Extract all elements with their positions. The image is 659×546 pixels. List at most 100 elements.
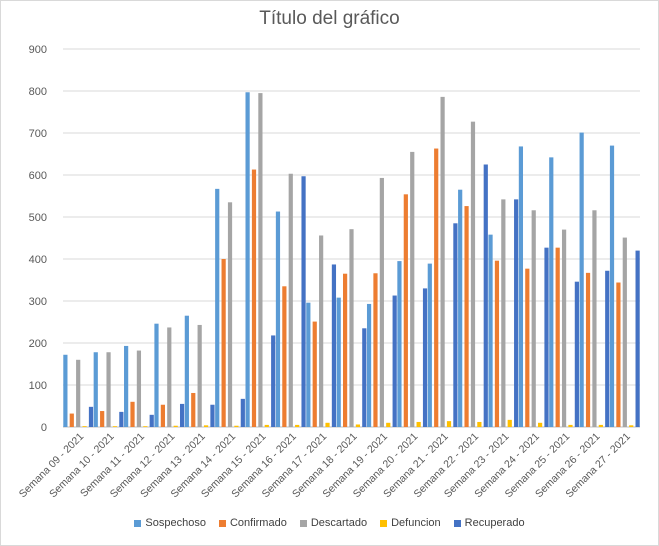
legend-swatch — [380, 519, 388, 527]
bar-confirmado — [403, 194, 408, 427]
bar-sospechoso — [609, 145, 615, 427]
bar-descartado — [501, 199, 506, 427]
bar-descartado — [319, 235, 324, 427]
bar-sospechoso — [93, 352, 98, 427]
bar-sospechoso — [397, 261, 402, 427]
bar-sospechoso — [518, 146, 524, 427]
bar-sospechoso — [154, 323, 159, 427]
bar-sospechoso — [366, 303, 372, 427]
bar-descartado — [106, 352, 111, 427]
bar-defuncion — [598, 424, 603, 427]
bar-descartado — [288, 173, 293, 427]
bar-defuncion — [446, 421, 452, 427]
bar-recuperado — [271, 335, 276, 427]
bar-descartado — [531, 210, 536, 427]
bar-confirmado — [373, 273, 378, 427]
legend-label: Descartado — [310, 517, 368, 529]
bar-defuncion — [112, 426, 118, 427]
bar-recuperado — [574, 281, 579, 427]
bar-recuperado — [301, 176, 306, 427]
bar-confirmado — [343, 273, 348, 427]
bar-defuncion — [234, 425, 239, 427]
bar-recuperado — [362, 328, 367, 427]
bar-recuperado — [453, 223, 458, 427]
bar-recuperado — [392, 295, 397, 427]
bar-descartado — [227, 202, 233, 427]
bar-defuncion — [568, 424, 573, 427]
bar-sospechoso — [427, 263, 432, 427]
bar-confirmado — [555, 247, 560, 427]
y-tick-label: 700 — [29, 128, 47, 140]
chart-title: Título del gráfico — [259, 8, 400, 29]
legend-swatch — [134, 519, 142, 527]
bar-confirmado — [616, 282, 621, 427]
bar-defuncion — [507, 419, 512, 427]
y-tick-label: 600 — [29, 170, 47, 182]
bar-defuncion — [143, 426, 148, 427]
legend-item: Recuperado — [453, 517, 525, 529]
bar-confirmado — [251, 169, 257, 428]
bar-recuperado — [240, 398, 245, 427]
y-tick-label: 800 — [29, 86, 47, 98]
legend-item: Defuncion — [380, 517, 441, 529]
bar-recuperado — [514, 199, 519, 427]
bar-confirmado — [69, 413, 74, 427]
legend-item: Confirmado — [218, 517, 287, 529]
bar-sospechoso — [488, 234, 493, 427]
bar-recuperado — [635, 250, 640, 427]
bar-sospechoso — [458, 189, 463, 427]
bar-confirmado — [494, 260, 500, 427]
bar-sospechoso — [245, 92, 250, 427]
bar-confirmado — [130, 401, 135, 427]
y-tick-label: 0 — [41, 422, 47, 434]
bar-confirmado — [464, 206, 469, 427]
bar-confirmado — [585, 272, 591, 427]
bar-descartado — [379, 177, 384, 427]
bar-recuperado — [210, 404, 215, 427]
bar-defuncion — [629, 425, 634, 427]
bar-confirmado — [221, 259, 226, 427]
legend-label: Defuncion — [391, 517, 441, 529]
y-tick-label: 900 — [29, 44, 47, 56]
bar-confirmado — [191, 392, 196, 427]
bar-defuncion — [416, 421, 421, 427]
bar-defuncion — [355, 424, 360, 427]
bar-defuncion — [325, 422, 330, 427]
bar-sospechoso — [336, 297, 341, 427]
bar-sospechoso — [215, 188, 220, 427]
legend-label: Confirmado — [229, 517, 287, 529]
bar-descartado — [592, 210, 597, 427]
bar-confirmado — [100, 411, 105, 427]
bar-confirmado — [312, 321, 317, 427]
bar-defuncion — [173, 425, 178, 427]
bar-sospechoso — [549, 157, 554, 428]
bar-sospechoso — [124, 345, 129, 427]
bar-descartado — [440, 96, 445, 427]
y-tick-label: 400 — [29, 254, 47, 266]
bar-descartado — [622, 237, 627, 427]
y-tick-label: 100 — [29, 380, 47, 392]
bar-confirmado — [282, 286, 287, 427]
bar-descartado — [470, 121, 476, 427]
bar-descartado — [561, 229, 567, 427]
bar-defuncion — [203, 425, 209, 427]
bar-recuperado — [483, 164, 488, 427]
bar-defuncion — [386, 422, 391, 427]
bar-recuperado — [422, 288, 428, 427]
bar-recuperado — [119, 411, 124, 427]
bar-sospechoso — [63, 354, 68, 427]
bar-confirmado — [434, 148, 439, 428]
bar-descartado — [410, 151, 415, 427]
bar-recuperado — [88, 406, 94, 427]
legend-item: Descartado — [299, 517, 368, 529]
bar-sospechoso — [184, 315, 189, 427]
y-tick-label: 300 — [29, 296, 47, 308]
bar-recuperado — [331, 264, 337, 427]
bar-descartado — [197, 324, 202, 427]
y-tick-label: 500 — [29, 212, 47, 224]
legend-label: Recuperado — [464, 517, 525, 529]
bar-defuncion — [82, 426, 87, 427]
bar-confirmado — [525, 268, 530, 427]
legend-item: Sospechoso — [134, 517, 206, 529]
